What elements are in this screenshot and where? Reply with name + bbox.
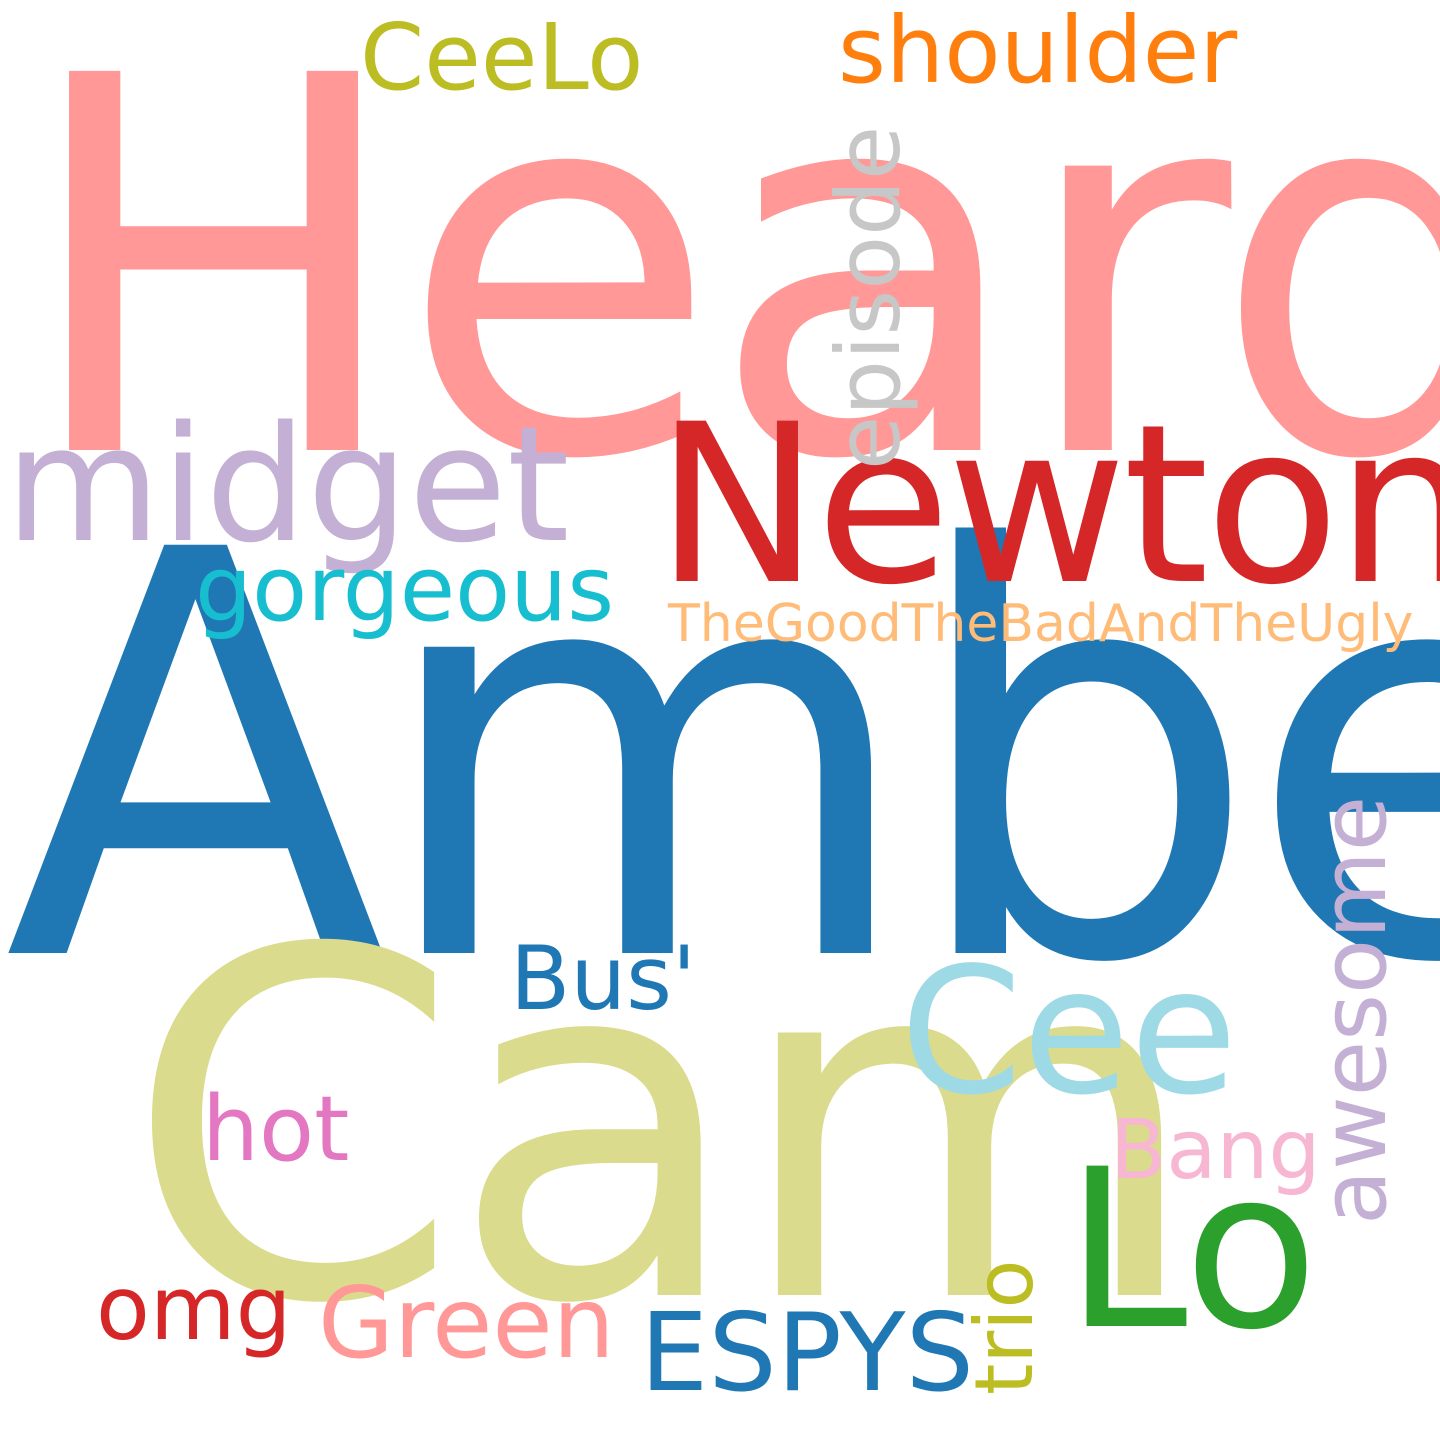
word-episode: episode	[817, 125, 920, 470]
word-midget: midget	[5, 391, 570, 578]
word-trio: trio	[958, 1259, 1051, 1395]
word-lo: Lo	[1065, 1122, 1319, 1378]
word-cam: Cam	[125, 850, 1202, 1409]
word-espys: ESPYS	[640, 1291, 975, 1416]
word-shoulder: shoulder	[838, 0, 1238, 104]
word-awesome: awesome	[1302, 795, 1407, 1225]
word-bang: Bang	[1110, 1103, 1321, 1198]
word-omg: omg	[96, 1257, 292, 1360]
word-newton: Newton	[655, 377, 1440, 633]
word-bus: Bus'	[510, 927, 697, 1030]
word-ceelo: CeeLo	[360, 4, 644, 111]
word-heard: Heard	[18, 0, 1440, 573]
word-cee: Cee	[900, 931, 1238, 1134]
word-thegoodthebadandtheugly: TheGoodTheBadAndTheUgly	[668, 594, 1414, 654]
word-hot: hot	[202, 1077, 350, 1182]
word-gorgeous: gorgeous	[195, 537, 615, 642]
word-green: Green	[318, 1267, 615, 1381]
word-amber: Amber	[4, 434, 1440, 1086]
